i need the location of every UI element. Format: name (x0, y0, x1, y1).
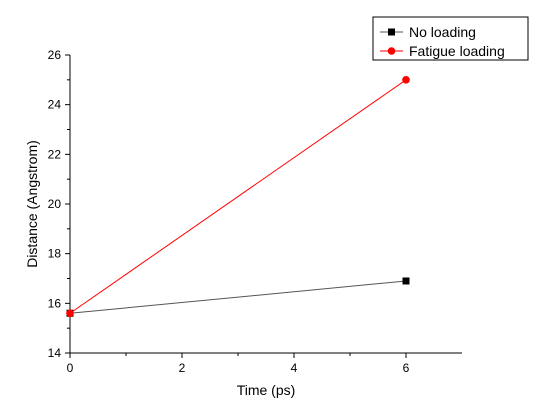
y-tick-label: 20 (48, 197, 62, 211)
series-line-1 (69, 79, 407, 314)
data-point-circle (402, 76, 410, 84)
y-tick-label: 14 (48, 346, 62, 360)
x-tick-label: 0 (67, 361, 74, 375)
legend-marker-square (388, 28, 395, 36)
y-tick-label: 18 (48, 247, 62, 261)
legend-box (372, 16, 529, 61)
legend-items: No loading Fatigue loading (380, 24, 505, 59)
y-tick-label: 22 (48, 147, 62, 161)
x-tick-label: 4 (291, 361, 298, 375)
y-ticks: 14 16 18 20 22 24 26 (48, 48, 70, 360)
data-point-square (402, 277, 410, 285)
legend-label-1: Fatigue loading (409, 43, 505, 59)
x-tick-label: 2 (179, 361, 186, 375)
series-layer (66, 76, 410, 318)
y-axis-title: Distance (Angstrom) (24, 140, 40, 268)
data-point-circle (66, 309, 74, 318)
x-axis-title: Time (ps) (237, 382, 296, 398)
x-tick-label: 6 (403, 361, 410, 375)
legend-marker-circle (387, 47, 396, 55)
y-tick-label: 26 (48, 48, 62, 62)
x-ticks: 0 2 4 6 (67, 353, 410, 375)
legend-label-0: No loading (409, 24, 476, 40)
y-tick-label: 24 (48, 98, 62, 112)
plot-frame (69, 55, 462, 354)
series-line-0 (69, 280, 407, 314)
y-tick-label: 16 (48, 296, 62, 310)
legend: No loading Fatigue loading (372, 16, 529, 61)
